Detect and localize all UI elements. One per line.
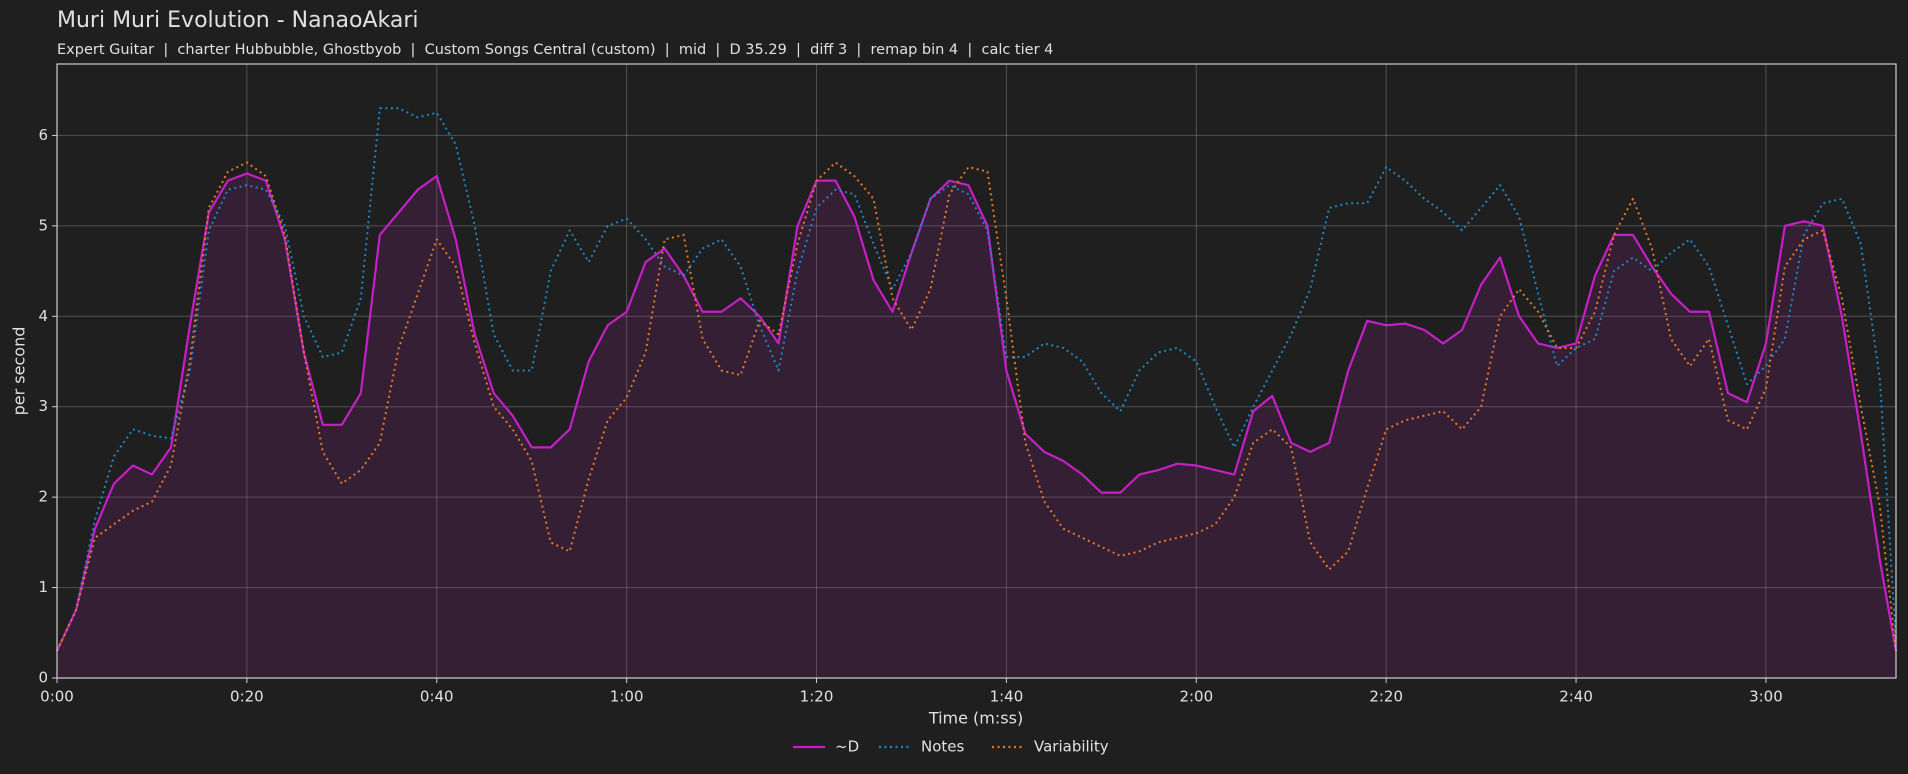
plot-frame <box>56 63 1897 679</box>
plot-area <box>56 107 1898 679</box>
legend-label: Variability <box>1034 738 1109 756</box>
y-tick-label: 5 <box>38 216 48 234</box>
x-tick-label: 2:40 <box>1559 688 1593 706</box>
y-tick-label: 0 <box>38 669 48 687</box>
grid: 0 1 2 3 4 5 6 0:00 0:20 0:40 1:00 1:20 1:40 2:00 2:20 2… <box>38 64 1896 706</box>
x-tick-label: 0:20 <box>230 688 264 706</box>
x-tick-label: 0:40 <box>420 688 454 706</box>
x-tick-label: 1:00 <box>610 688 644 706</box>
x-tick-label: 1:20 <box>800 688 834 706</box>
x-axis-label: Time (m:ss) <box>928 709 1023 728</box>
x-tick-label: 1:40 <box>990 688 1024 706</box>
x-tick-label: 2:20 <box>1369 688 1403 706</box>
y-tick-label: 4 <box>38 307 48 325</box>
y-tick-label: 6 <box>38 126 48 144</box>
legend-label: Notes <box>921 738 965 756</box>
legend-label: ~D <box>835 738 859 756</box>
series-line <box>56 172 1898 652</box>
x-tick-label: 0:00 <box>40 688 74 706</box>
y-axis-label: per second <box>10 327 29 416</box>
series-line <box>56 161 1897 652</box>
chart-subtitle: Expert Guitar | charter Hubbubble, Ghost… <box>57 42 1053 58</box>
x-tick-label: 2:00 <box>1179 688 1213 706</box>
y-tick-label: 3 <box>38 397 48 415</box>
legend: ~D Notes Variability <box>793 738 1109 756</box>
area-fill <box>57 173 1896 679</box>
y-tick-label: 2 <box>38 488 48 506</box>
chart-title: Muri Muri Evolution - NanaoAkari <box>57 8 419 33</box>
x-tick-label: 3:00 <box>1749 688 1783 706</box>
series-line <box>56 107 1897 652</box>
y-tick-label: 1 <box>38 578 48 596</box>
